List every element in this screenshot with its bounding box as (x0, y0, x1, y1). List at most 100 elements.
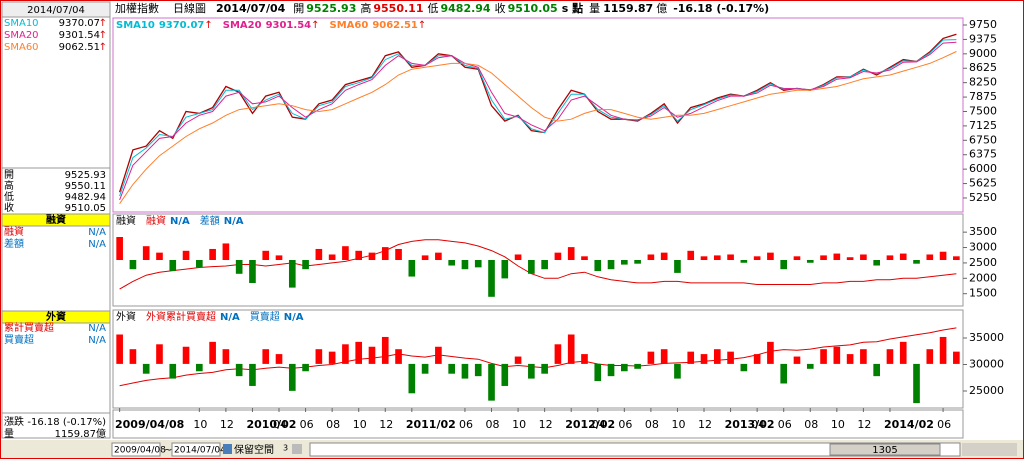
bar (488, 363, 495, 401)
bar (275, 255, 283, 260)
bar (315, 248, 323, 260)
bar (700, 256, 708, 260)
bar (395, 349, 402, 364)
bar (169, 260, 177, 272)
series-line (119, 327, 957, 387)
bar (514, 254, 522, 260)
legend-value: N/A (220, 312, 240, 323)
legend-arrow: ↑ (418, 20, 426, 31)
reserve-label: 保留空間 (234, 443, 274, 456)
bar (541, 260, 548, 270)
x-axis-strip (112, 409, 964, 439)
legend-name: 外資累計買賣超 (146, 310, 216, 323)
y-tick-label: 6000 (969, 162, 997, 175)
bar (328, 254, 336, 260)
bar (528, 363, 535, 379)
sidebar-label: 量 (4, 428, 14, 440)
date-input[interactable] (111, 442, 161, 457)
bar (687, 250, 695, 260)
x-tick-label: 2014/02 (884, 418, 934, 431)
bar (381, 336, 389, 364)
bar (235, 260, 243, 274)
bar (607, 260, 615, 270)
open: 9525.93 (306, 2, 356, 15)
bar (886, 255, 894, 260)
bar (594, 260, 602, 272)
y-tick-label: 8625 (969, 61, 997, 74)
bar (594, 363, 602, 382)
bar (647, 351, 655, 364)
bar (541, 363, 548, 374)
index-name: 加權指數 (115, 1, 159, 15)
bar (448, 363, 455, 374)
x-tick-label: 12 (698, 418, 712, 431)
legend-value: N/A (170, 216, 190, 227)
bar (408, 363, 416, 394)
panel-legend: SMA10 9370.07↑ SMA20 9301.54↑ SMA60 9062.51↑ (116, 20, 426, 31)
period: 日線圖 (173, 1, 206, 15)
close: 9510.05 (508, 2, 558, 15)
x-tick-label: 2011/02 (406, 418, 456, 431)
bar (342, 246, 349, 260)
sidebar-value: 9482.94 (65, 192, 106, 203)
y-tick-label: 8250 (969, 76, 997, 89)
bar (939, 336, 947, 364)
section-title: 融資 (46, 213, 66, 226)
x-tick-label: 10 (831, 418, 845, 431)
series-line (119, 239, 957, 290)
bar (142, 363, 150, 374)
label: 低 (427, 2, 438, 15)
bar (727, 254, 734, 260)
date-input[interactable] (171, 442, 221, 457)
bar (368, 252, 376, 260)
y-tick-label: 6375 (969, 148, 997, 161)
bar (554, 344, 562, 364)
bar (753, 256, 761, 260)
bar (156, 344, 163, 364)
bar (674, 363, 681, 379)
sidebar-label: 買賣超 (4, 333, 34, 346)
panel-legend: 外資 外資累計買賣超 N/A 買賣超 N/A (116, 310, 304, 323)
scrollbar[interactable] (309, 442, 961, 457)
bar (514, 356, 522, 364)
x-tick-label: 12 (539, 418, 553, 431)
sidebar-value: N/A (88, 227, 106, 238)
bar (806, 260, 814, 263)
label: 量 (589, 2, 600, 15)
sidebar-label: 高 (4, 179, 14, 192)
bar (196, 260, 203, 268)
y-tick-label: 9000 (969, 47, 997, 60)
scroll-thumb[interactable] (829, 443, 941, 456)
label: 開 (293, 2, 304, 15)
bar (926, 349, 934, 364)
sidebar-label: 累計買賣超 (4, 321, 54, 334)
bar (727, 351, 734, 364)
tool-buttons[interactable] (962, 443, 1017, 456)
x-tick-label: 06 (937, 418, 951, 431)
bar (767, 252, 774, 260)
legend-value: 9301.54 (266, 20, 312, 31)
bar (528, 260, 535, 274)
legend-value: 9370.07 (159, 20, 205, 31)
bar (833, 253, 841, 260)
bar (913, 363, 920, 404)
volume-unit: 億 (96, 427, 106, 440)
bar (368, 346, 376, 364)
bar (846, 257, 854, 260)
legend-name: 融資 (146, 215, 166, 227)
sidebar-value: 9510.05 (65, 203, 106, 214)
x-tick-label: 2012/02 (565, 418, 615, 431)
bar (873, 363, 880, 377)
button[interactable] (292, 444, 302, 454)
bar (846, 354, 854, 364)
y-tick-label: 6750 (969, 133, 997, 146)
bar (860, 254, 867, 260)
bar (302, 363, 309, 372)
bar (461, 363, 469, 379)
icon[interactable] (223, 444, 232, 454)
bar (607, 363, 615, 377)
y-tick-label: 5625 (969, 177, 997, 190)
bar (474, 363, 482, 377)
bar (421, 363, 429, 374)
y-tick-label: 25000 (969, 384, 1004, 397)
